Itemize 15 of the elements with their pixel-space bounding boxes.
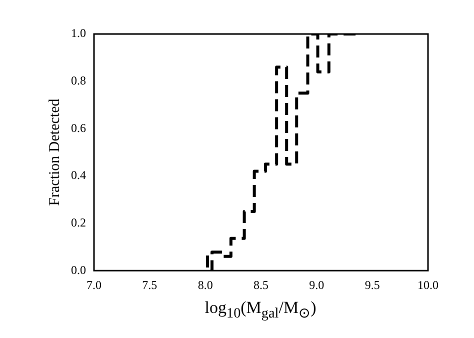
y-tick-label: 0.2 — [71, 215, 86, 230]
x-tick-label: 7.5 — [142, 278, 158, 292]
y-tick-label: 0.4 — [71, 168, 86, 182]
y-tick-label: 0.8 — [71, 73, 86, 88]
y-tick-label: 0.0 — [71, 262, 86, 277]
x-axis-title: log$_{10}$(M$_{gal}$/M$_{⊙}$) — [204, 298, 318, 322]
y-tick-label: 1.0 — [71, 26, 86, 40]
x-tick-label: 7.0 — [86, 278, 102, 292]
x-tick-label: 9.0 — [309, 278, 324, 292]
x-tick-label: 8.5 — [254, 278, 268, 292]
x-tick-label: 10.0 — [418, 278, 438, 292]
x-tick-label: 8.0 — [198, 278, 213, 292]
y-axis-title: Fraction Detected — [46, 98, 63, 206]
y-tick-label: 0.6 — [71, 120, 86, 135]
x-tick-label: 9.5 — [364, 278, 380, 292]
